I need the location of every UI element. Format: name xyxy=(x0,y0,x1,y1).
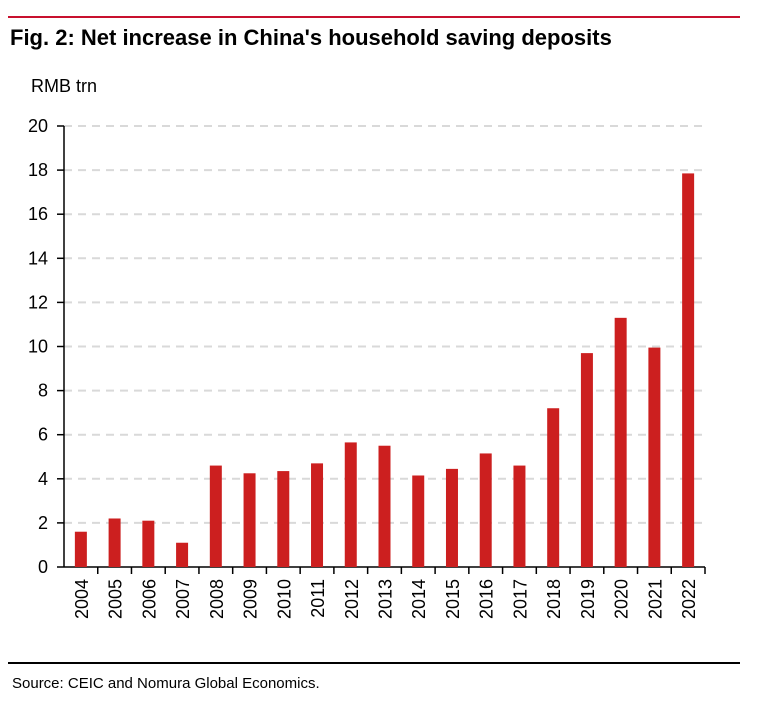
bar xyxy=(412,475,425,567)
bar xyxy=(378,445,391,567)
bar xyxy=(176,542,189,567)
bar xyxy=(74,531,87,567)
y-tick-label: 20 xyxy=(28,116,48,136)
x-tick-label: 2015 xyxy=(443,579,463,619)
y-tick-label: 18 xyxy=(28,160,48,180)
bar xyxy=(513,465,526,567)
x-tick-label: 2010 xyxy=(274,579,294,619)
y-tick-label: 4 xyxy=(38,469,48,489)
x-tick-label: 2019 xyxy=(578,579,598,619)
y-tick-label: 8 xyxy=(38,381,48,401)
x-tick-label: 2012 xyxy=(342,579,362,619)
y-tick-label: 14 xyxy=(28,248,48,268)
x-tick-label: 2016 xyxy=(477,579,497,619)
bar xyxy=(209,465,222,567)
bar xyxy=(277,471,290,567)
y-tick-label: 12 xyxy=(28,292,48,312)
x-tick-label: 2011 xyxy=(308,579,328,618)
bar xyxy=(682,173,695,567)
y-tick-label: 0 xyxy=(38,557,48,577)
bar xyxy=(580,353,593,567)
y-axis-unit-label: RMB trn xyxy=(31,76,98,96)
x-tick-label: 2022 xyxy=(679,579,699,619)
bar xyxy=(311,463,324,567)
x-tick-label: 2005 xyxy=(106,579,126,619)
y-tick-label: 6 xyxy=(38,425,48,445)
bar xyxy=(344,442,357,567)
bar xyxy=(108,518,121,567)
bar xyxy=(547,408,560,567)
source-note: Source: CEIC and Nomura Global Economics… xyxy=(12,675,320,692)
x-tick-label: 2020 xyxy=(612,579,632,619)
bottom-rule xyxy=(8,662,740,664)
x-tick-label: 2018 xyxy=(544,579,564,619)
bar xyxy=(479,453,492,567)
y-tick-label: 10 xyxy=(28,337,48,357)
figure-title: Fig. 2: Net increase in China's househol… xyxy=(10,25,612,50)
x-tick-label: 2009 xyxy=(241,579,261,619)
x-tick-label: 2013 xyxy=(376,579,396,619)
bar xyxy=(142,520,155,567)
bar xyxy=(243,473,256,567)
bar xyxy=(614,317,627,567)
y-tick-label: 16 xyxy=(28,204,48,224)
x-tick-label: 2008 xyxy=(207,579,227,619)
x-tick-label: 2017 xyxy=(510,579,530,619)
x-tick-label: 2021 xyxy=(645,579,665,619)
bar-chart: 0 2 4 6 8 10 12 14 16 18 20 2004 2005 2006 2007 2008 200… xyxy=(28,116,706,619)
x-tick-label: 2007 xyxy=(173,579,193,619)
top-accent-rule xyxy=(8,16,740,18)
x-tick-label: 2014 xyxy=(409,579,429,619)
bar xyxy=(445,468,458,567)
y-tick-label: 2 xyxy=(38,513,48,533)
x-tick-label: 2006 xyxy=(139,579,159,619)
x-tick-label: 2004 xyxy=(72,579,92,619)
bar xyxy=(648,347,661,567)
